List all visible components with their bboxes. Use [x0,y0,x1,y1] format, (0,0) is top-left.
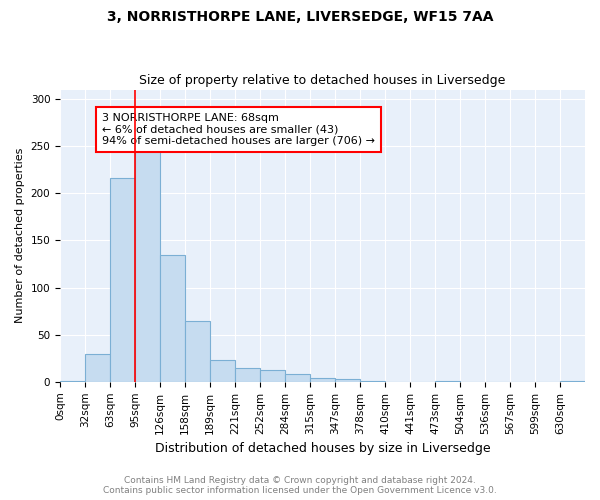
Bar [360,381,385,382]
Bar [310,378,335,382]
Bar [560,381,585,382]
Y-axis label: Number of detached properties: Number of detached properties [15,148,25,324]
Bar [235,368,260,382]
Bar [210,360,235,382]
Bar [160,254,185,382]
Bar [260,370,285,382]
Bar [335,379,360,382]
Bar [110,178,135,382]
Bar [60,381,85,382]
Text: 3, NORRISTHORPE LANE, LIVERSEDGE, WF15 7AA: 3, NORRISTHORPE LANE, LIVERSEDGE, WF15 7… [107,10,493,24]
Bar [85,354,110,382]
Bar [135,151,160,382]
Bar [185,320,210,382]
Title: Size of property relative to detached houses in Liversedge: Size of property relative to detached ho… [139,74,506,87]
Bar [435,381,460,382]
X-axis label: Distribution of detached houses by size in Liversedge: Distribution of detached houses by size … [155,442,490,455]
Text: 3 NORRISTHORPE LANE: 68sqm
← 6% of detached houses are smaller (43)
94% of semi-: 3 NORRISTHORPE LANE: 68sqm ← 6% of detac… [102,113,375,146]
Bar [285,374,310,382]
Text: Contains HM Land Registry data © Crown copyright and database right 2024.
Contai: Contains HM Land Registry data © Crown c… [103,476,497,495]
